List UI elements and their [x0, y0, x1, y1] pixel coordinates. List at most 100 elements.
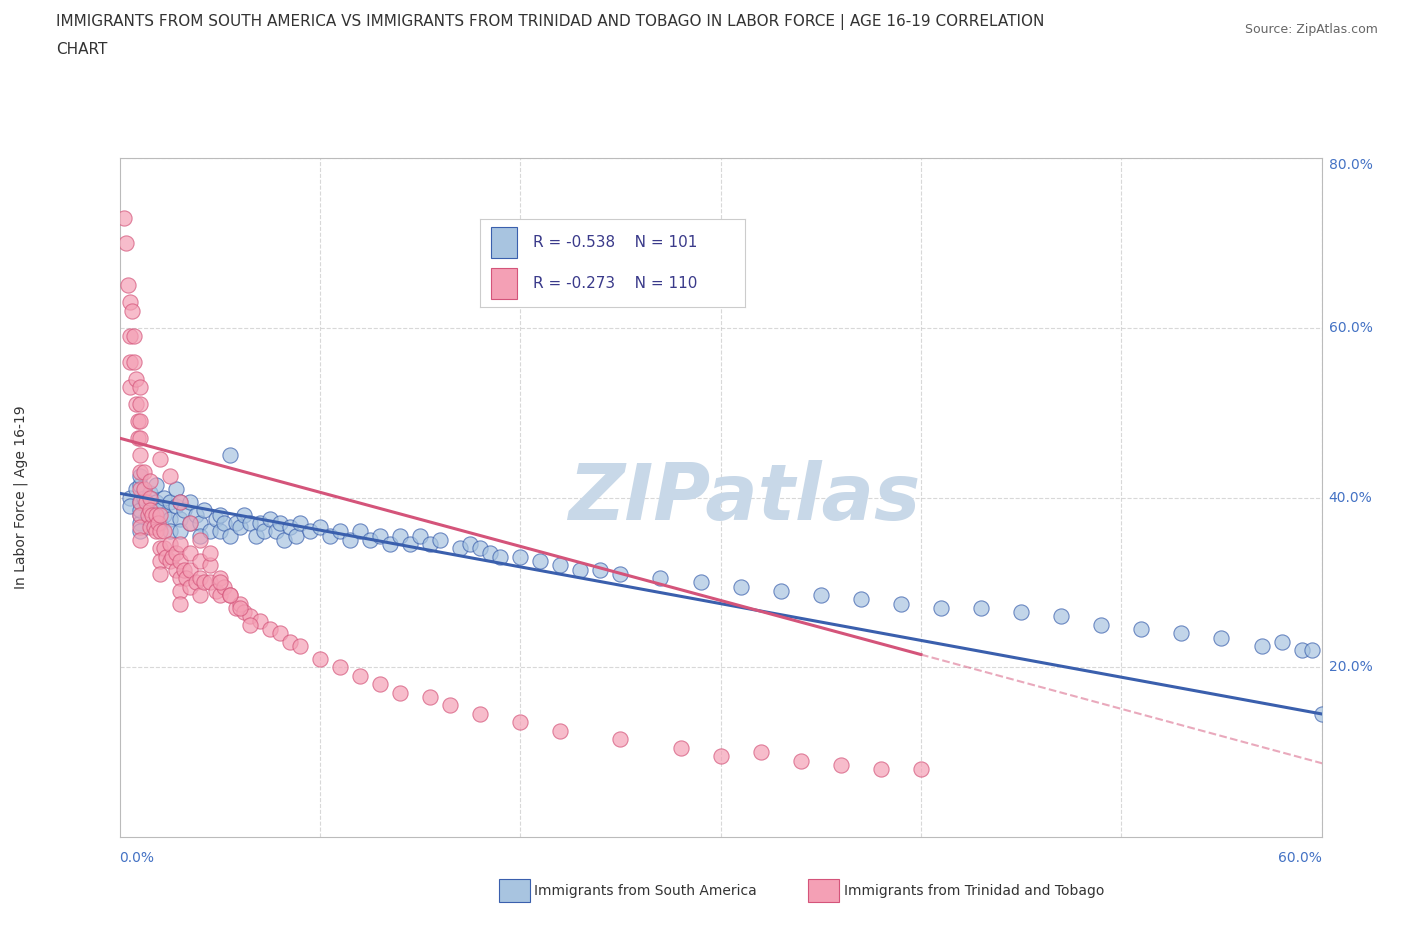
- Point: [193, 503, 215, 518]
- Point: [228, 520, 252, 535]
- Point: [689, 575, 711, 590]
- Text: Immigrants from Trinidad and Tobago: Immigrants from Trinidad and Tobago: [844, 884, 1104, 898]
- Point: [149, 541, 172, 556]
- Point: [1050, 609, 1073, 624]
- Point: [468, 707, 492, 722]
- Point: [284, 528, 307, 543]
- Point: [112, 210, 135, 225]
- Point: [179, 563, 201, 578]
- Point: [378, 537, 401, 551]
- Point: [609, 566, 631, 581]
- Point: [709, 749, 731, 764]
- Point: [114, 235, 136, 250]
- Point: [188, 553, 211, 568]
- Point: [169, 571, 191, 586]
- Point: [128, 495, 150, 510]
- Point: [179, 495, 201, 510]
- Point: [449, 541, 471, 556]
- Point: [138, 485, 160, 500]
- Point: [232, 507, 254, 522]
- Point: [128, 414, 150, 429]
- Point: [769, 583, 792, 598]
- Point: [117, 278, 139, 293]
- Point: [173, 563, 195, 578]
- Point: [869, 762, 893, 777]
- Point: [273, 533, 295, 548]
- Point: [232, 604, 254, 619]
- Point: [399, 537, 422, 551]
- Point: [128, 520, 150, 535]
- Point: [149, 507, 172, 522]
- Point: [159, 512, 181, 526]
- Point: [288, 639, 311, 654]
- Point: [138, 520, 160, 535]
- Point: [278, 634, 301, 649]
- Point: [141, 507, 163, 522]
- Point: [388, 528, 412, 543]
- Point: [830, 757, 852, 772]
- Point: [188, 571, 211, 586]
- Point: [174, 571, 197, 586]
- Point: [458, 537, 481, 551]
- Point: [278, 520, 301, 535]
- Point: [159, 537, 181, 551]
- Point: [669, 740, 692, 755]
- Point: [468, 541, 492, 556]
- Point: [188, 515, 211, 530]
- Point: [970, 601, 993, 616]
- Text: ZIPatlas: ZIPatlas: [568, 459, 921, 536]
- Point: [193, 575, 215, 590]
- Point: [173, 503, 195, 518]
- Point: [146, 515, 169, 530]
- Point: [264, 525, 287, 539]
- Point: [145, 477, 167, 492]
- Point: [388, 685, 412, 700]
- Point: [208, 507, 231, 522]
- Point: [128, 533, 150, 548]
- Point: [1010, 604, 1032, 619]
- Point: [212, 515, 235, 530]
- Point: [118, 329, 141, 344]
- Point: [208, 575, 231, 590]
- Point: [359, 533, 381, 548]
- Point: [239, 515, 262, 530]
- Point: [128, 507, 150, 522]
- Point: [149, 503, 172, 518]
- Text: Immigrants from South America: Immigrants from South America: [534, 884, 756, 898]
- Point: [198, 558, 221, 573]
- Point: [419, 537, 441, 551]
- Point: [339, 533, 361, 548]
- Point: [152, 490, 174, 505]
- Point: [127, 414, 149, 429]
- Point: [489, 550, 512, 565]
- Point: [179, 515, 201, 530]
- Point: [245, 528, 267, 543]
- Point: [439, 698, 461, 713]
- Point: [184, 575, 207, 590]
- Point: [228, 601, 252, 616]
- Point: [122, 329, 145, 344]
- Point: [169, 553, 191, 568]
- Point: [138, 473, 160, 488]
- Point: [132, 482, 155, 497]
- Point: [910, 762, 932, 777]
- Point: [128, 495, 150, 510]
- Point: [159, 525, 181, 539]
- Point: [128, 469, 150, 484]
- Point: [204, 583, 226, 598]
- Point: [124, 397, 146, 412]
- Point: [121, 303, 143, 318]
- Point: [128, 482, 150, 497]
- Point: [128, 525, 150, 539]
- Point: [149, 452, 172, 467]
- Point: [145, 495, 167, 510]
- Point: [1310, 707, 1333, 722]
- Point: [218, 588, 240, 603]
- Point: [188, 533, 211, 548]
- Point: [259, 621, 281, 636]
- Point: [790, 753, 813, 768]
- Point: [218, 528, 240, 543]
- Point: [810, 588, 832, 603]
- Text: CHART: CHART: [56, 42, 108, 57]
- Point: [128, 379, 150, 394]
